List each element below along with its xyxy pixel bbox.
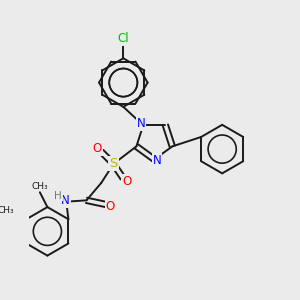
Text: O: O — [93, 142, 102, 155]
Text: CH₃: CH₃ — [32, 182, 48, 191]
Text: N: N — [153, 154, 161, 167]
Text: S: S — [109, 158, 118, 170]
Text: O: O — [106, 200, 115, 213]
Text: Cl: Cl — [118, 32, 129, 45]
Text: N: N — [137, 117, 146, 130]
Text: N: N — [61, 194, 70, 207]
Text: CH₃: CH₃ — [0, 206, 14, 215]
Text: O: O — [122, 175, 132, 188]
Text: H: H — [54, 191, 62, 201]
